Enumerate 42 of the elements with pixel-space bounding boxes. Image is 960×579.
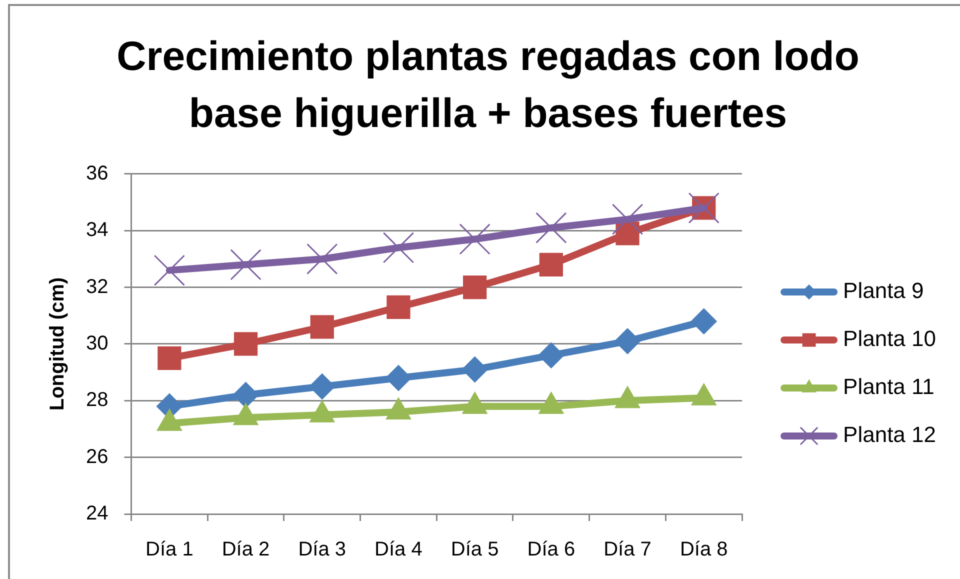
y-axis-title: Longitud (cm) [46,277,69,411]
y-tick-label: 34 [86,219,108,242]
point [539,252,563,276]
point [310,315,334,339]
point [690,308,717,334]
point [462,356,488,382]
point [382,232,414,264]
point [612,204,644,235]
legend-label: Planta 12 [843,422,936,448]
point [232,382,259,408]
y-tick-label: 32 [86,276,108,298]
y-tick-label: 30 [86,332,108,355]
legend-label: Planta 9 [843,278,924,304]
point [306,243,338,275]
x-tick-label: Día 7 [604,538,652,561]
point [154,254,186,286]
point [463,276,487,300]
chart-title: Crecimiento plantas regadas con lodo base higuerilla + bases fuertes [116,32,860,136]
y-tick-label: 24 [86,502,108,525]
legend-label: Planta 11 [843,374,934,400]
y-tick-label: 36 [86,162,108,184]
x-tick-label: Día 2 [222,538,270,561]
y-tick-label: 26 [86,446,108,468]
x-tick-label: Día 4 [374,538,422,561]
point [385,364,412,391]
point [234,332,258,356]
point [614,328,641,354]
x-tick-label: Día 5 [450,538,499,561]
point [230,249,262,280]
legend-label: Planta 10 [843,326,936,352]
x-tick-label: Día 3 [298,538,346,561]
x-tick-label: Día 8 [680,538,728,561]
point [536,212,567,244]
point [459,224,490,255]
y-tick-label: 28 [86,389,108,412]
point [158,346,182,370]
point [538,342,564,368]
x-tick-label: Día 6 [527,538,576,561]
point [309,373,336,400]
point [386,295,410,319]
x-tick-label: Día 1 [146,538,194,561]
point [616,222,640,246]
